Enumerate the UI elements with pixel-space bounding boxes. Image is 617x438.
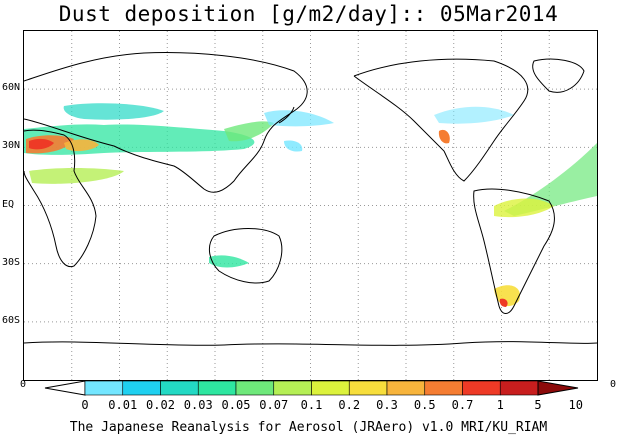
dust-mexico	[438, 129, 450, 144]
world-map	[24, 31, 597, 380]
colorbar-tick-label: 0.3	[376, 398, 398, 412]
colorbar-bin	[273, 381, 312, 396]
map-title: Dust deposition [g/m2/day]:: 05Mar2014	[58, 2, 559, 26]
colorbar-low-arrow	[44, 381, 86, 396]
dust-arabia	[64, 139, 99, 152]
coast-africa	[24, 129, 97, 268]
dust-central-asia	[63, 103, 164, 120]
colorbar-tick-label: 0.01	[108, 398, 137, 412]
colorbar-bin	[499, 381, 539, 396]
colorbar-bin	[197, 381, 237, 396]
colorbar-tick-label: 0.1	[301, 398, 323, 412]
colorbar-tick-label: 0.03	[184, 398, 213, 412]
map-frame	[23, 30, 598, 381]
coast-greenland	[532, 58, 585, 93]
latitude-label: 30S	[2, 256, 21, 268]
dust-deposition-layer	[24, 103, 597, 307]
coast-australia	[208, 228, 283, 284]
colorbar-bin	[311, 381, 350, 396]
coast-south-america	[473, 188, 555, 314]
coast-north-america	[353, 58, 529, 182]
colorbar-tick-label: 0.02	[146, 398, 175, 412]
colorbar-bin	[462, 381, 501, 396]
dust-atlantic-band	[504, 143, 597, 216]
latitude-label: 60N	[2, 82, 21, 94]
colorbar-bin	[386, 381, 426, 396]
colorbar-tick-label: 10	[569, 398, 583, 412]
colorbar-tick-label: 0	[81, 398, 88, 412]
map-right-zero: 0	[610, 379, 617, 390]
colorbar-tick-label: 0.7	[452, 398, 474, 412]
dust-north-america	[434, 106, 514, 124]
footer-credit: The Japanese Reanalysis for Aerosol (JRA…	[69, 420, 548, 435]
map-left-zero: 0	[20, 379, 27, 390]
dust-pacific-spot	[284, 140, 303, 152]
colorbar-bin	[122, 381, 161, 396]
colorbar-bin	[160, 381, 199, 396]
dust-east-asia	[224, 121, 274, 142]
coastlines	[24, 52, 597, 346]
colorbar-bin	[424, 381, 463, 396]
colorbar-tick-label: 5	[534, 398, 541, 412]
colorbar-tick-label: 0.05	[222, 398, 251, 412]
colorbar-bin	[84, 381, 124, 396]
coast-japan	[278, 106, 295, 124]
colorbar-high-arrow	[537, 381, 579, 396]
colorbar-tick-label: 0.2	[338, 398, 360, 412]
latitude-label: 30N	[2, 140, 21, 152]
latitude-label: EQ	[2, 198, 15, 210]
coast-eurasia	[24, 52, 308, 193]
colorbar: 0 0.01 0.02 0.03 0.05 0.07 0.1 0.2 0.3 0.5 0.7 1 5 10	[44, 381, 583, 412]
colorbar-tick-label: 1	[497, 398, 504, 412]
dust-sahara-hot	[29, 138, 54, 150]
coast-antarctica	[24, 341, 597, 346]
colorbar-tick-label: 0.07	[259, 398, 288, 412]
dust-south-america-north	[494, 198, 554, 218]
latitude-label: 60S	[2, 314, 21, 326]
colorbar-bin	[235, 381, 275, 396]
dust-patagonia-hot	[499, 298, 508, 307]
dust-pacific-plume	[264, 110, 334, 127]
colorbar-tick-label: 0.5	[414, 398, 436, 412]
colorbar-bin	[348, 381, 388, 396]
dust-australia	[209, 255, 249, 268]
